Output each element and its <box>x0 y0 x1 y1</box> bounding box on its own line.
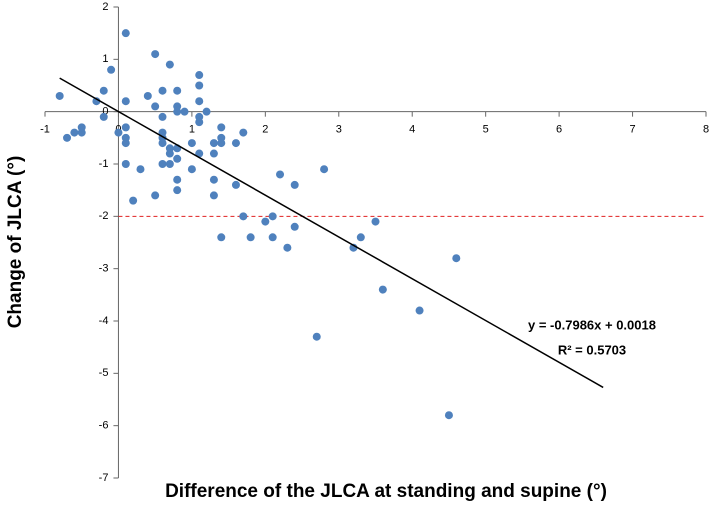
point <box>209 149 218 158</box>
point <box>70 128 79 137</box>
point <box>239 212 248 221</box>
point <box>452 254 461 263</box>
point <box>195 81 204 90</box>
point <box>209 175 218 184</box>
y-tick-label: 0 <box>102 106 108 118</box>
x-tick-label: 8 <box>703 124 709 136</box>
point <box>77 123 86 132</box>
point <box>202 107 211 116</box>
trendline <box>59 77 604 389</box>
point <box>356 233 365 242</box>
y-tick-label: -2 <box>99 210 109 222</box>
equation: y = -0.7986x + 0.0018 <box>528 317 656 332</box>
point <box>121 160 130 168</box>
x-tick-label: 6 <box>556 124 562 136</box>
point <box>107 65 116 74</box>
point <box>99 86 108 95</box>
point <box>121 97 130 106</box>
point <box>121 29 130 38</box>
x-tick-label: 1 <box>189 124 195 136</box>
point <box>217 123 226 132</box>
point <box>261 217 270 226</box>
point <box>217 139 226 148</box>
y-tick-label: 2 <box>102 1 108 13</box>
point <box>92 97 101 106</box>
x-tick-label: 5 <box>483 124 489 136</box>
point <box>151 50 160 59</box>
y-tick-label: -1 <box>99 158 109 170</box>
point <box>217 233 226 242</box>
x-tick-label: 7 <box>629 124 635 136</box>
x-tick-label: 2 <box>262 124 268 136</box>
point <box>158 139 167 148</box>
y-tick-label: -4 <box>99 315 109 327</box>
point <box>195 71 204 80</box>
point <box>121 123 130 132</box>
point <box>312 332 321 341</box>
point <box>143 91 152 100</box>
point <box>231 139 240 148</box>
point <box>158 112 167 121</box>
point <box>415 306 424 315</box>
x-tick-label: 4 <box>409 124 415 136</box>
y-tick-label: -5 <box>99 367 109 379</box>
x-tick-label: 3 <box>336 124 342 136</box>
point <box>276 170 285 179</box>
point <box>320 165 329 174</box>
point <box>165 60 174 69</box>
point <box>180 107 189 116</box>
point <box>268 233 277 242</box>
point <box>239 128 248 137</box>
point <box>173 154 182 163</box>
r-squared: R² = 0.5703 <box>558 342 626 357</box>
point <box>129 196 138 205</box>
point <box>444 411 453 420</box>
point <box>231 180 240 189</box>
point <box>195 97 204 106</box>
point <box>209 191 218 200</box>
point <box>165 160 174 168</box>
point <box>173 107 182 116</box>
y-tick-label: -6 <box>99 420 109 432</box>
point <box>173 186 182 195</box>
point <box>165 149 174 158</box>
point <box>63 133 72 142</box>
point <box>187 139 196 148</box>
point <box>173 86 182 95</box>
point <box>195 149 204 158</box>
point <box>136 165 145 174</box>
point <box>290 222 299 231</box>
y-tick-label: 1 <box>102 53 108 65</box>
point <box>268 212 277 221</box>
point <box>158 160 167 168</box>
point <box>99 112 108 121</box>
point <box>209 139 218 148</box>
point <box>246 233 255 242</box>
y-tick-label: -3 <box>99 263 109 275</box>
point <box>114 128 123 137</box>
point <box>55 91 64 100</box>
x-axis-title: Difference of the JLCA at standing and s… <box>165 481 607 502</box>
point <box>121 139 130 148</box>
point <box>158 86 167 95</box>
point <box>378 285 387 294</box>
point <box>195 118 204 127</box>
point <box>290 180 299 189</box>
point <box>151 102 160 111</box>
point <box>151 191 160 200</box>
point <box>283 243 292 252</box>
point <box>371 217 380 226</box>
point <box>173 175 182 184</box>
point <box>187 165 196 174</box>
y-tick-label: -7 <box>99 472 109 484</box>
x-tick-label: -1 <box>40 124 50 136</box>
y-axis-title: Change of JLCA (°) <box>5 156 26 329</box>
